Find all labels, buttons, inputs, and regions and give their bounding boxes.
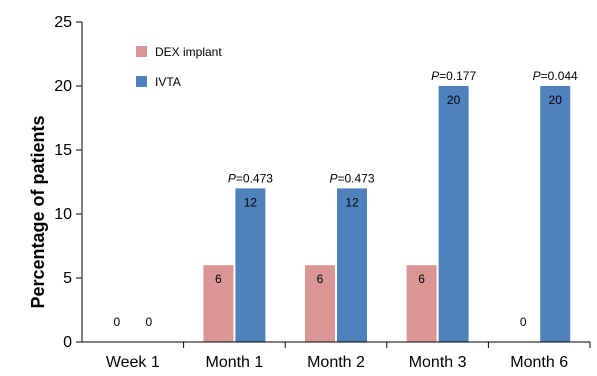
data-label: 20 <box>447 93 461 107</box>
p-value-symbol: P <box>431 69 439 83</box>
x-tick-label: Week 1 <box>106 354 160 371</box>
bar-ivta <box>540 86 570 342</box>
y-tick-label: 0 <box>63 334 72 351</box>
bar-ivta <box>337 188 367 342</box>
y-tick-label: 15 <box>54 142 72 159</box>
x-tick-label: Month 1 <box>205 354 263 371</box>
y-tick-label: 10 <box>54 206 72 223</box>
p-value-label: P=0.044 <box>533 69 578 83</box>
y-tick-label: 25 <box>54 14 72 31</box>
data-label: 12 <box>345 195 359 209</box>
data-label: 6 <box>215 272 222 286</box>
legend: DEX implant IVTA <box>136 45 222 89</box>
bar-ivta <box>235 188 265 342</box>
x-axis-ticks: Week 1 Month 1 Month 2 Month 3 Month 6 <box>106 342 590 371</box>
y-tick-label: 5 <box>63 270 72 287</box>
data-label: 0 <box>145 315 152 329</box>
legend-swatch <box>136 46 147 57</box>
legend-label: IVTA <box>155 75 181 89</box>
data-label: 6 <box>418 272 425 286</box>
p-value-label: P=0.473 <box>329 171 374 185</box>
p-value-label: P=0.177 <box>431 69 476 83</box>
p-value-text: =0.473 <box>337 171 374 185</box>
p-value-label: P=0.473 <box>228 171 273 185</box>
data-label: 0 <box>520 315 527 329</box>
legend-swatch <box>136 76 147 87</box>
p-value-symbol: P <box>228 171 236 185</box>
bars-group <box>203 86 570 342</box>
p-value-text: =0.473 <box>236 171 273 185</box>
bar-ivta <box>439 86 469 342</box>
y-tick-label: 20 <box>54 78 72 95</box>
data-label: 12 <box>244 195 258 209</box>
legend-label: DEX implant <box>155 45 222 59</box>
y-axis-label: Percentage of patients <box>28 115 48 308</box>
data-label: 0 <box>113 315 120 329</box>
p-value-symbol: P <box>533 69 541 83</box>
p-value-symbol: P <box>329 171 337 185</box>
x-tick-label: Month 6 <box>510 354 568 371</box>
p-value-text: =0.177 <box>439 69 476 83</box>
x-tick-label: Month 3 <box>409 354 467 371</box>
data-label: 20 <box>549 93 563 107</box>
y-axis-ticks: 0 5 10 15 20 25 <box>54 14 82 351</box>
data-label: 6 <box>317 272 324 286</box>
x-tick-label: Month 2 <box>307 354 365 371</box>
p-value-text: =0.044 <box>541 69 578 83</box>
